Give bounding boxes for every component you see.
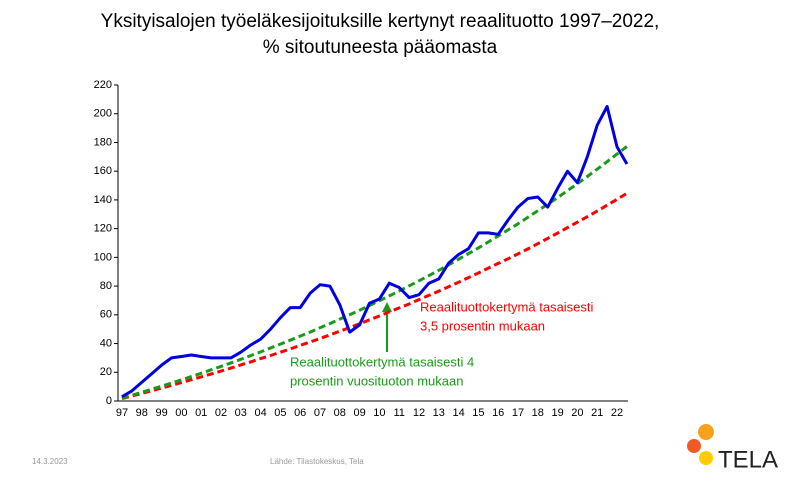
source: Lähde: Tilastokeskus, Tela xyxy=(270,457,364,466)
x-tick-label: 08 xyxy=(334,407,346,419)
x-tick-label: 16 xyxy=(492,407,504,419)
x-tick-label: 99 xyxy=(155,407,167,419)
x-tick-label: 05 xyxy=(274,407,286,419)
x-tick-label: 14 xyxy=(452,407,464,419)
y-tick-label: 180 xyxy=(94,136,112,148)
annotation: prosentin vuosituoton mukaan xyxy=(290,373,463,388)
x-tick-label: 20 xyxy=(571,407,583,419)
x-tick-label: 97 xyxy=(116,407,128,419)
x-tick-label: 22 xyxy=(611,407,623,419)
line xyxy=(121,105,629,398)
x-tick-label: 01 xyxy=(195,407,207,419)
x-tick-label: 06 xyxy=(294,407,306,419)
logo-text: TELA xyxy=(718,446,778,473)
logo-dot xyxy=(698,424,714,440)
logo-dot xyxy=(687,439,701,453)
y-tick-label: 140 xyxy=(94,194,112,206)
y-tick-label: 60 xyxy=(100,309,112,321)
x-tick-label: 12 xyxy=(413,407,425,419)
x-tick-label: 02 xyxy=(215,407,227,419)
arrow-head xyxy=(382,302,392,312)
x-tick-label: 15 xyxy=(472,407,484,419)
x-tick-label: 13 xyxy=(433,407,445,419)
annotation: 3,5 prosentin mukaan xyxy=(420,318,545,333)
line xyxy=(121,145,628,400)
y-tick-label: 160 xyxy=(94,165,112,177)
annotation: Reaalituottokertymä tasaisesti xyxy=(420,299,594,314)
x-tick-label: 98 xyxy=(136,407,148,419)
logo: TELA xyxy=(687,424,778,473)
chart-title: % sitoutuneesta pääomasta xyxy=(263,37,498,58)
x-tick-label: 18 xyxy=(532,407,544,419)
y-tick-label: 100 xyxy=(94,251,112,263)
x-tick-label: 04 xyxy=(254,407,266,419)
chart-title: Yksityisalojen työeläkesijoituksille ker… xyxy=(101,11,660,32)
y-tick-label: 200 xyxy=(94,108,112,120)
y-tick-label: 0 xyxy=(106,395,112,407)
x-tick-label: 00 xyxy=(175,407,187,419)
y-tick-label: 40 xyxy=(100,337,112,349)
y-tick-label: 220 xyxy=(94,79,112,91)
logo-dot xyxy=(699,451,713,465)
x-tick-label: 03 xyxy=(235,407,247,419)
y-tick-label: 20 xyxy=(100,366,112,378)
y-tick-label: 80 xyxy=(100,280,112,292)
annotation: Reaalituottokertymä tasaisesti 4 xyxy=(290,354,474,369)
line xyxy=(121,192,628,401)
x-tick-label: 17 xyxy=(512,407,524,419)
x-tick-label: 07 xyxy=(314,407,326,419)
y-tick-label: 120 xyxy=(94,223,112,235)
date: 14.3.2023 xyxy=(32,457,68,466)
x-tick-label: 11 xyxy=(393,407,404,419)
x-tick-label: 09 xyxy=(353,407,365,419)
x-tick-label: 19 xyxy=(551,407,563,419)
x-tick-label: 21 xyxy=(591,407,603,419)
x-tick-label: 10 xyxy=(373,407,385,419)
